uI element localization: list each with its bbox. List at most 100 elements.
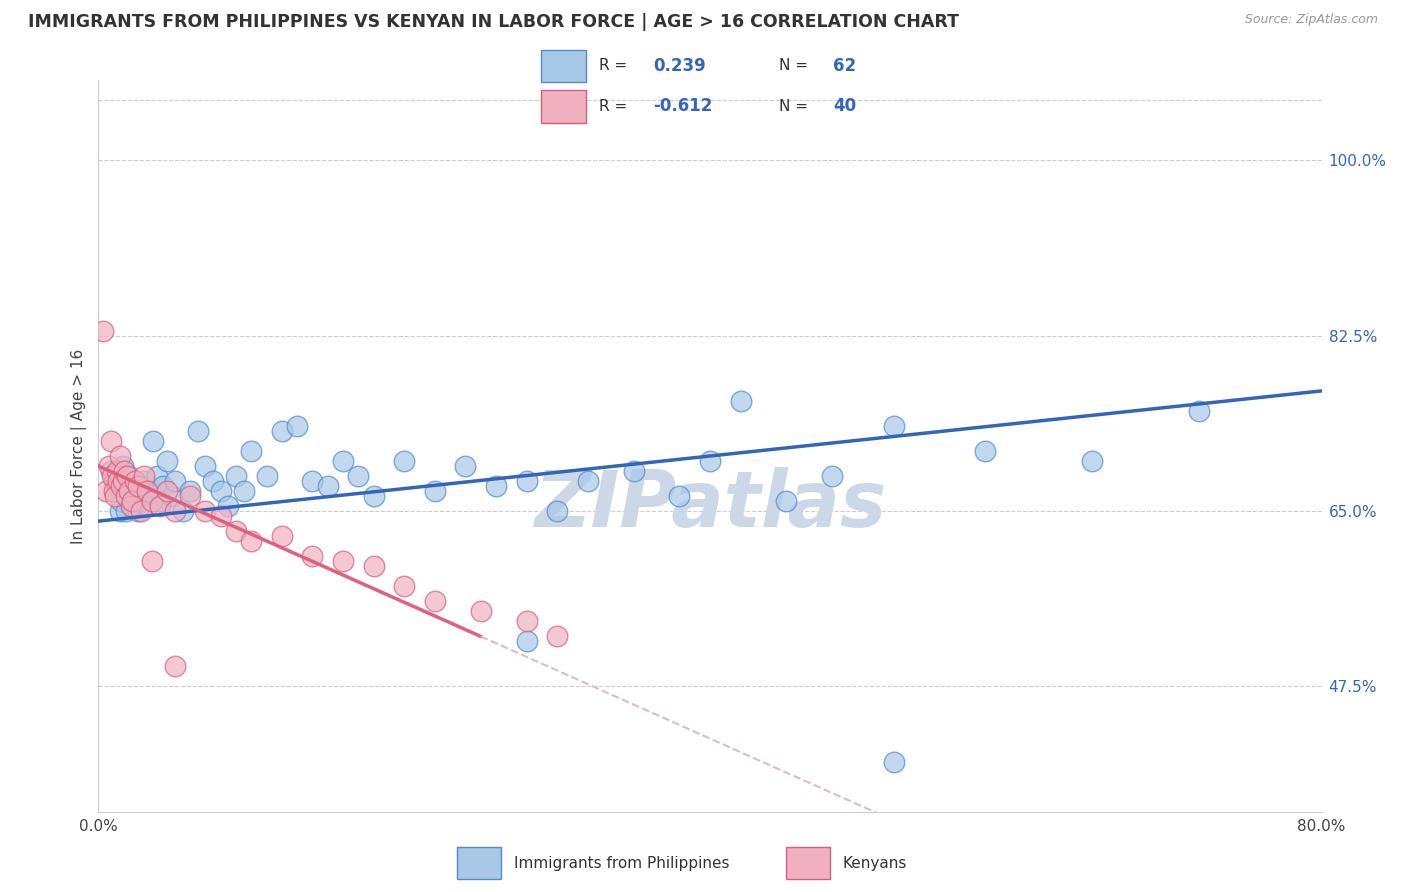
Point [883, 419, 905, 434]
Point [115, 504, 138, 518]
Point [392, 579, 416, 593]
Point [121, 494, 143, 508]
Point [883, 755, 905, 769]
Point [202, 474, 225, 488]
Point [139, 484, 162, 499]
Point [485, 479, 508, 493]
Point [152, 479, 174, 493]
Point [117, 469, 139, 483]
Point [141, 494, 163, 508]
Point [516, 634, 538, 648]
Point [115, 489, 138, 503]
Point [256, 469, 278, 483]
Bar [786, 847, 830, 879]
Point [103, 474, 125, 488]
Point [1081, 454, 1104, 468]
Text: ZIPatlas: ZIPatlas [534, 467, 886, 542]
Point [127, 479, 149, 493]
Point [142, 434, 165, 448]
Point [122, 484, 145, 499]
Point [225, 524, 247, 538]
Point [163, 504, 186, 518]
Point [118, 469, 141, 483]
Point [103, 484, 125, 499]
Point [145, 469, 167, 483]
Point [108, 449, 131, 463]
Point [94, 484, 117, 499]
Point [101, 469, 124, 483]
Point [240, 534, 263, 549]
Point [104, 489, 127, 503]
Point [454, 458, 477, 473]
Point [112, 474, 135, 488]
Point [470, 604, 492, 618]
Point [301, 549, 323, 564]
Point [127, 504, 149, 518]
Point [163, 474, 186, 488]
Point [179, 489, 201, 503]
Point [546, 504, 568, 518]
Point [516, 615, 538, 629]
Point [156, 484, 179, 499]
Point [270, 424, 294, 438]
Point [98, 458, 121, 473]
Point [124, 474, 146, 488]
Point [285, 419, 308, 434]
Text: R =: R = [599, 99, 633, 114]
Point [423, 484, 446, 499]
Point [240, 444, 263, 458]
Text: N =: N = [779, 58, 813, 73]
Point [301, 474, 323, 488]
Point [821, 469, 844, 483]
Point [163, 659, 186, 673]
Text: N =: N = [779, 99, 813, 114]
Point [699, 454, 721, 468]
Text: 0.239: 0.239 [654, 57, 706, 75]
Point [125, 489, 148, 503]
Point [209, 509, 232, 524]
Point [347, 469, 370, 483]
Point [194, 458, 217, 473]
Point [156, 454, 179, 468]
Text: 40: 40 [834, 97, 856, 115]
Point [107, 474, 129, 488]
Point [179, 484, 201, 499]
Point [149, 499, 172, 513]
Point [209, 484, 232, 499]
Text: Kenyans: Kenyans [844, 855, 907, 871]
Point [392, 454, 416, 468]
Point [129, 494, 152, 508]
Point [316, 479, 339, 493]
Text: Immigrants from Philippines: Immigrants from Philippines [515, 855, 730, 871]
Point [225, 469, 247, 483]
Point [136, 499, 159, 513]
Text: Source: ZipAtlas.com: Source: ZipAtlas.com [1244, 13, 1378, 27]
Point [332, 454, 354, 468]
Point [668, 489, 690, 503]
Point [128, 479, 150, 493]
Point [111, 458, 134, 473]
Point [91, 324, 114, 338]
Text: IMMIGRANTS FROM PHILIPPINES VS KENYAN IN LABOR FORCE | AGE > 16 CORRELATION CHAR: IMMIGRANTS FROM PHILIPPINES VS KENYAN IN… [28, 13, 959, 31]
Point [118, 484, 141, 499]
Point [100, 434, 122, 448]
Text: R =: R = [599, 58, 633, 73]
Point [108, 504, 131, 518]
Point [134, 469, 156, 483]
Point [363, 559, 385, 574]
Point [363, 489, 385, 503]
Point [187, 424, 209, 438]
Point [1188, 404, 1211, 418]
Point [332, 554, 354, 568]
Point [110, 494, 132, 508]
Point [423, 594, 446, 608]
Point [974, 444, 997, 458]
Bar [541, 50, 586, 82]
Point [121, 499, 143, 513]
Point [141, 554, 163, 568]
Point [136, 484, 159, 499]
Point [516, 474, 538, 488]
Point [105, 464, 128, 478]
Bar [541, 90, 586, 122]
Point [217, 499, 239, 513]
